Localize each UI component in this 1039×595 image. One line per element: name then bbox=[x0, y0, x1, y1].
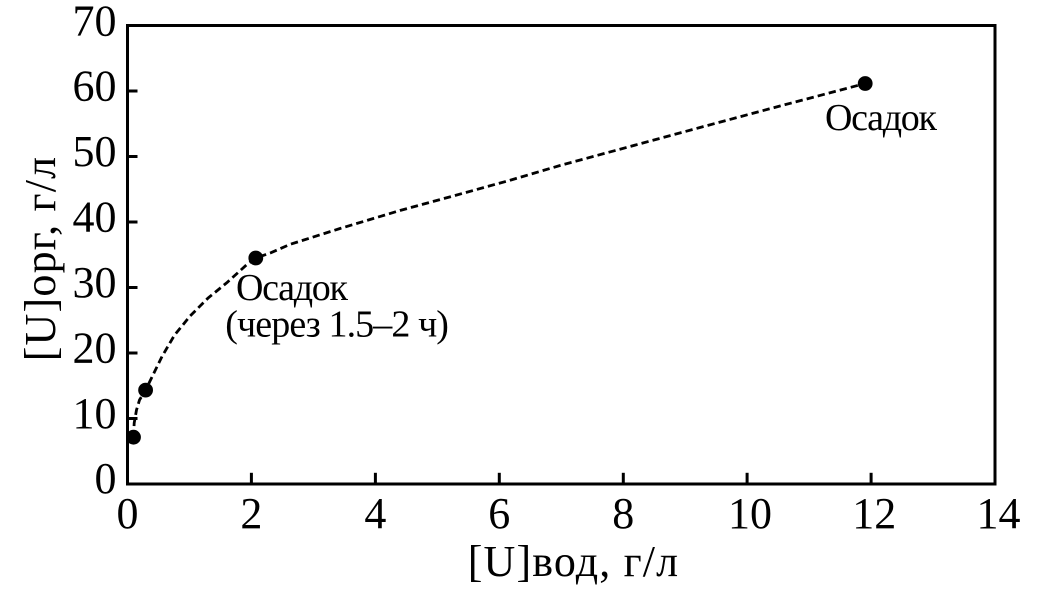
svg-text:[U]вод, г/л: [U]вод, г/л bbox=[468, 537, 680, 586]
svg-text:2: 2 bbox=[240, 489, 262, 538]
svg-text:60: 60 bbox=[73, 62, 117, 111]
svg-text:10: 10 bbox=[73, 389, 117, 438]
svg-text:0: 0 bbox=[95, 454, 117, 503]
svg-text:20: 20 bbox=[73, 324, 117, 373]
svg-text:30: 30 bbox=[73, 258, 117, 307]
svg-text:[U]орг, г/л: [U]орг, г/л bbox=[16, 156, 65, 362]
svg-text:14: 14 bbox=[977, 489, 1021, 538]
svg-text:40: 40 bbox=[73, 193, 117, 242]
svg-text:8: 8 bbox=[612, 489, 634, 538]
svg-text:10: 10 bbox=[728, 489, 772, 538]
svg-text:70: 70 bbox=[73, 0, 117, 46]
svg-text:12: 12 bbox=[852, 489, 896, 538]
svg-text:0: 0 bbox=[117, 489, 139, 538]
svg-text:(через 1.5–2 ч): (через 1.5–2 ч) bbox=[225, 304, 448, 346]
svg-text:Осадок: Осадок bbox=[825, 97, 937, 139]
svg-text:6: 6 bbox=[488, 489, 510, 538]
svg-text:50: 50 bbox=[73, 127, 117, 176]
svg-text:4: 4 bbox=[364, 489, 386, 538]
svg-text:Осадок: Осадок bbox=[236, 267, 348, 309]
